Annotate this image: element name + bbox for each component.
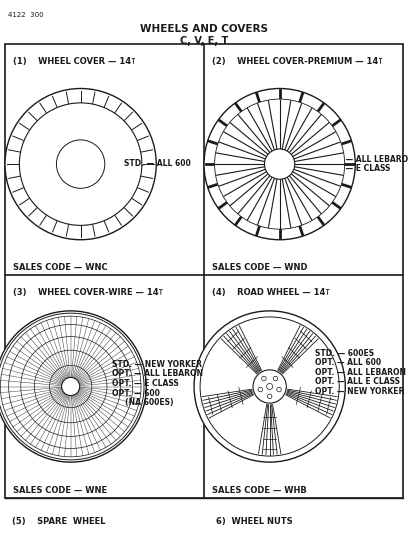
Text: STD. — ALL LEBARON: STD. — ALL LEBARON xyxy=(324,155,408,164)
Text: OPT. — ALL 600: OPT. — ALL 600 xyxy=(315,358,381,367)
Text: (1)    WHEEL COVER — 14⊺: (1) WHEEL COVER — 14⊺ xyxy=(13,57,135,66)
Ellipse shape xyxy=(262,376,266,381)
Text: OPT. — ALL LEBARON: OPT. — ALL LEBARON xyxy=(315,368,406,377)
Ellipse shape xyxy=(277,387,281,392)
Ellipse shape xyxy=(62,377,80,395)
Text: OPT. — E CLASS: OPT. — E CLASS xyxy=(113,379,179,388)
Ellipse shape xyxy=(56,140,105,188)
Text: WHEELS AND COVERS: WHEELS AND COVERS xyxy=(140,24,268,34)
Text: SALES CODE — WNE: SALES CODE — WNE xyxy=(13,486,107,495)
Text: (5)    SPARE  WHEEL: (5) SPARE WHEEL xyxy=(12,517,106,526)
Ellipse shape xyxy=(253,370,286,403)
Ellipse shape xyxy=(5,88,156,240)
Text: SALES CODE — WNC: SALES CODE — WNC xyxy=(13,263,108,272)
Text: (NA 600ES): (NA 600ES) xyxy=(113,398,174,407)
Ellipse shape xyxy=(0,311,146,462)
Text: 6)  WHEEL NUTS: 6) WHEEL NUTS xyxy=(216,517,293,526)
Ellipse shape xyxy=(215,99,345,229)
Text: (2)    WHEEL COVER-PREMIUM — 14⊺: (2) WHEEL COVER-PREMIUM — 14⊺ xyxy=(212,57,383,66)
Text: (4)    ROAD WHEEL — 14⊺: (4) ROAD WHEEL — 14⊺ xyxy=(212,288,330,297)
Ellipse shape xyxy=(267,394,272,399)
Text: SALES CODE — WHB: SALES CODE — WHB xyxy=(212,486,307,495)
Text: STD. — NEW YORKER: STD. — NEW YORKER xyxy=(113,360,202,369)
Text: SALES CODE — WND: SALES CODE — WND xyxy=(212,263,308,272)
Text: OPT. — NEW YORKER: OPT. — NEW YORKER xyxy=(315,387,405,396)
Text: STD. — ALL 600: STD. — ALL 600 xyxy=(124,159,191,168)
Text: 4122  300: 4122 300 xyxy=(8,12,44,18)
Text: (3)    WHEEL COVER-WIRE — 14⊺: (3) WHEEL COVER-WIRE — 14⊺ xyxy=(13,288,163,297)
Ellipse shape xyxy=(194,311,345,462)
Text: OPT. — ALL LEBARON: OPT. — ALL LEBARON xyxy=(113,369,204,378)
Ellipse shape xyxy=(204,88,355,240)
Ellipse shape xyxy=(273,376,278,381)
Ellipse shape xyxy=(267,383,273,390)
Text: C, V, E, T: C, V, E, T xyxy=(180,36,228,46)
Ellipse shape xyxy=(19,103,142,225)
Text: STD. — 600ES: STD. — 600ES xyxy=(315,349,375,358)
Text: STD. — E CLASS: STD. — E CLASS xyxy=(324,165,391,173)
Ellipse shape xyxy=(264,149,295,179)
Ellipse shape xyxy=(258,387,263,392)
Text: OPT. — ALL E CLASS: OPT. — ALL E CLASS xyxy=(315,377,400,386)
Text: OPT. — 600: OPT. — 600 xyxy=(113,389,160,398)
